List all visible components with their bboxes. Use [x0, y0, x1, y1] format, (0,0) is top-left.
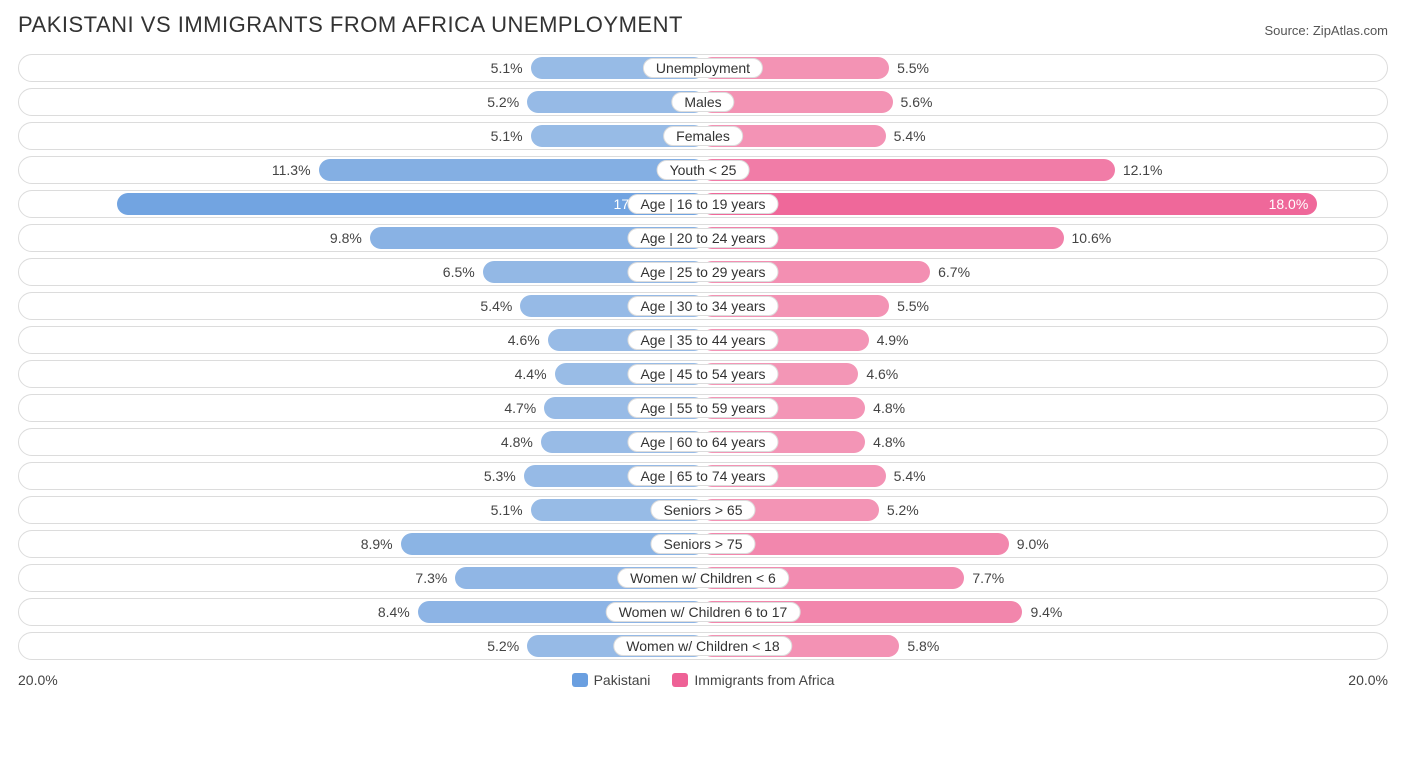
category-label: Unemployment: [643, 58, 763, 78]
value-label-left: 5.2%: [487, 638, 519, 654]
chart-row: 4.7% 4.8% Age | 55 to 59 years: [18, 394, 1388, 422]
category-label: Age | 35 to 44 years: [627, 330, 778, 350]
category-label: Males: [671, 92, 734, 112]
chart-row: 8.9% 9.0% Seniors > 75: [18, 530, 1388, 558]
value-label-left: 4.4%: [515, 366, 547, 382]
category-label: Age | 25 to 29 years: [627, 262, 778, 282]
chart-row: 5.1% 5.2% Seniors > 65: [18, 496, 1388, 524]
value-label-left: 8.9%: [361, 536, 393, 552]
category-label: Age | 60 to 64 years: [627, 432, 778, 452]
chart-source: Source: ZipAtlas.com: [1264, 23, 1388, 38]
chart-row: 8.4% 9.4% Women w/ Children 6 to 17: [18, 598, 1388, 626]
category-label: Seniors > 65: [651, 500, 756, 520]
category-label: Seniors > 75: [651, 534, 756, 554]
value-label-left: 5.1%: [491, 60, 523, 76]
category-label: Age | 16 to 19 years: [627, 194, 778, 214]
value-label-left: 5.1%: [491, 128, 523, 144]
value-label-left: 8.4%: [378, 604, 410, 620]
bar-right: [701, 159, 1115, 181]
value-label-right: 5.4%: [894, 468, 926, 484]
chart-row: 17.2%18.0%Age | 16 to 19 years: [18, 190, 1388, 218]
chart-row: 7.3% 7.7% Women w/ Children < 6: [18, 564, 1388, 592]
legend-label-left: Pakistani: [594, 672, 651, 688]
value-label-right: 5.2%: [887, 502, 919, 518]
value-label-left: 5.1%: [491, 502, 523, 518]
category-label: Age | 65 to 74 years: [627, 466, 778, 486]
value-label-left: 5.2%: [487, 94, 519, 110]
value-label-right: 5.5%: [897, 298, 929, 314]
legend-item-right: Immigrants from Africa: [672, 672, 834, 688]
category-label: Age | 55 to 59 years: [627, 398, 778, 418]
category-label: Age | 30 to 34 years: [627, 296, 778, 316]
legend-label-right: Immigrants from Africa: [694, 672, 834, 688]
value-label-right: 9.4%: [1030, 604, 1062, 620]
chart-row: 5.2% 5.8% Women w/ Children < 18: [18, 632, 1388, 660]
legend-swatch-left: [572, 673, 588, 687]
chart-row: 6.5% 6.7% Age | 25 to 29 years: [18, 258, 1388, 286]
value-label-left: 7.3%: [415, 570, 447, 586]
legend: Pakistani Immigrants from Africa: [572, 672, 835, 688]
value-label-left: 9.8%: [330, 230, 362, 246]
axis-max-right: 20.0%: [1348, 672, 1388, 688]
value-label-left: 5.4%: [480, 298, 512, 314]
value-label-right: 5.4%: [894, 128, 926, 144]
value-label-right: 5.6%: [901, 94, 933, 110]
category-label: Women w/ Children < 6: [617, 568, 789, 588]
chart-row: 5.1% 5.4% Females: [18, 122, 1388, 150]
value-label-right: 12.1%: [1123, 162, 1163, 178]
category-label: Age | 20 to 24 years: [627, 228, 778, 248]
axis-max-left: 20.0%: [18, 672, 58, 688]
value-label-right: 4.6%: [866, 366, 898, 382]
chart-row: 4.8% 4.8% Age | 60 to 64 years: [18, 428, 1388, 456]
category-label: Women w/ Children 6 to 17: [606, 602, 801, 622]
value-label-right: 7.7%: [972, 570, 1004, 586]
chart-row: 11.3% 12.1% Youth < 25: [18, 156, 1388, 184]
legend-item-left: Pakistani: [572, 672, 651, 688]
bar-left: [319, 159, 705, 181]
category-label: Youth < 25: [657, 160, 750, 180]
value-label-left: 6.5%: [443, 264, 475, 280]
value-label-left: 5.3%: [484, 468, 516, 484]
value-label-right: 4.8%: [873, 400, 905, 416]
chart-footer: 20.0% Pakistani Immigrants from Africa 2…: [18, 672, 1388, 688]
chart-row: 5.2% 5.6% Males: [18, 88, 1388, 116]
value-label-right: 4.9%: [877, 332, 909, 348]
value-label-left: 11.3%: [272, 162, 311, 178]
bar-right: [701, 193, 1317, 215]
chart-row: 5.1% 5.5% Unemployment: [18, 54, 1388, 82]
legend-swatch-right: [672, 673, 688, 687]
value-label-right: 5.8%: [907, 638, 939, 654]
chart-area: 5.1% 5.5% Unemployment 5.2% 5.6% Males 5.1% 5.4…: [18, 48, 1388, 668]
category-label: Age | 45 to 54 years: [627, 364, 778, 384]
value-label-right: 9.0%: [1017, 536, 1049, 552]
value-label-right: 6.7%: [938, 264, 970, 280]
category-label: Women w/ Children < 18: [613, 636, 792, 656]
value-label-right: 5.5%: [897, 60, 929, 76]
chart-row: 5.4% 5.5% Age | 30 to 34 years: [18, 292, 1388, 320]
chart-header: PAKISTANI VS IMMIGRANTS FROM AFRICA UNEM…: [18, 12, 1388, 38]
chart-row: 9.8% 10.6% Age | 20 to 24 years: [18, 224, 1388, 252]
value-label-right: 4.8%: [873, 434, 905, 450]
chart-row: 4.4% 4.6% Age | 45 to 54 years: [18, 360, 1388, 388]
chart-row: 5.3% 5.4% Age | 65 to 74 years: [18, 462, 1388, 490]
chart-row: 4.6% 4.9% Age | 35 to 44 years: [18, 326, 1388, 354]
value-label-left: 4.6%: [508, 332, 540, 348]
value-label-left: 4.7%: [504, 400, 536, 416]
value-label-right: 18.0%: [1269, 196, 1309, 212]
chart-title: PAKISTANI VS IMMIGRANTS FROM AFRICA UNEM…: [18, 12, 683, 38]
value-label-right: 10.6%: [1072, 230, 1112, 246]
value-label-left: 4.8%: [501, 434, 533, 450]
category-label: Females: [663, 126, 743, 146]
